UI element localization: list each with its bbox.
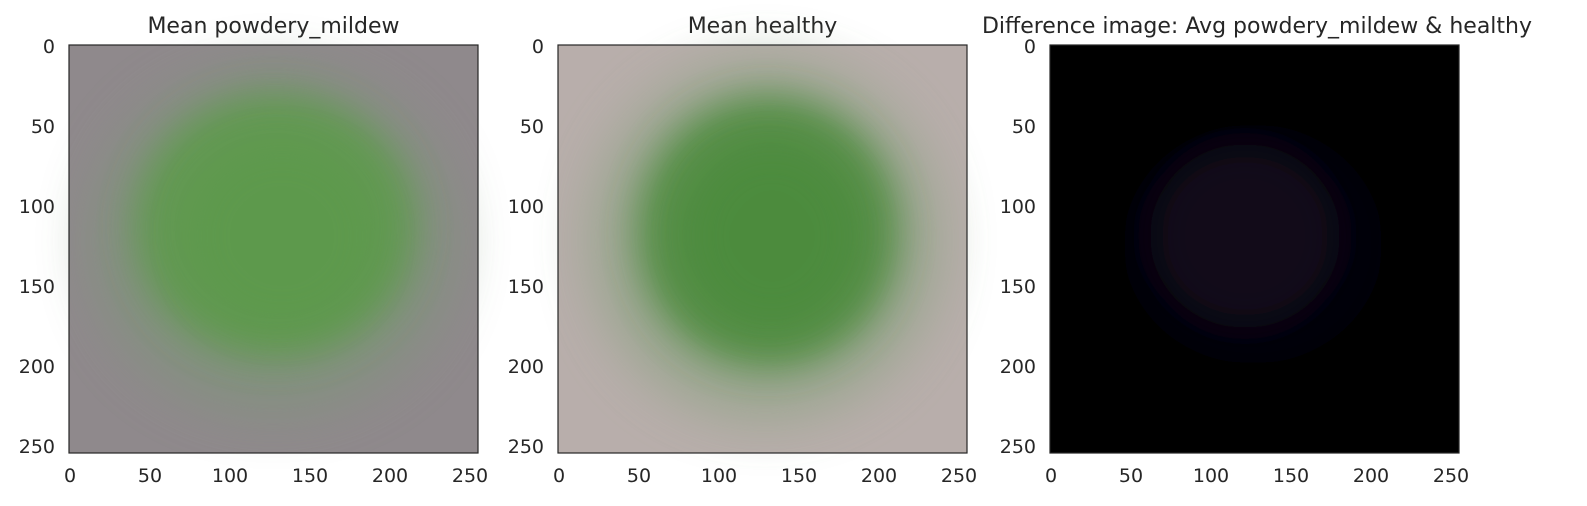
panel-2-x-tick: 150 bbox=[781, 465, 817, 487]
panel-1-y-tick: 0 bbox=[43, 36, 55, 58]
panel-1-x-ticks: 0 50 100 150 200 250 bbox=[64, 465, 488, 487]
panel-3-x-tick: 150 bbox=[1273, 465, 1309, 487]
panel-1: Mean powdery_mildew 0 50 100 150 200 250… bbox=[19, 14, 488, 487]
panel-3: Difference image: Avg powdery_mildew & h… bbox=[982, 14, 1532, 487]
panel-2-y-tick: 50 bbox=[520, 116, 544, 138]
panel-3-y-tick: 250 bbox=[1000, 436, 1036, 458]
panel-2-x-tick: 0 bbox=[553, 465, 565, 487]
panel-2-y-tick: 200 bbox=[508, 356, 544, 378]
panel-3-frame bbox=[1049, 44, 1460, 454]
panel-1-title: Mean powdery_mildew bbox=[147, 14, 399, 39]
panel-1-y-tick: 100 bbox=[19, 196, 55, 218]
panel-1-leaf-core bbox=[187, 144, 377, 328]
panel-3-x-tick: 50 bbox=[1119, 465, 1143, 487]
panel-1-y-tick: 250 bbox=[19, 436, 55, 458]
panel-2-frame bbox=[557, 44, 968, 454]
panel-3-x-tick: 200 bbox=[1353, 465, 1389, 487]
panel-3-x-ticks: 0 50 100 150 200 250 bbox=[1045, 465, 1469, 487]
panel-3-y-tick: 100 bbox=[1000, 196, 1036, 218]
panel-1-x-tick: 250 bbox=[452, 465, 488, 487]
panel-2-x-tick: 250 bbox=[941, 465, 977, 487]
panel-2-x-tick: 50 bbox=[627, 465, 651, 487]
panel-1-image bbox=[69, 45, 478, 453]
panel-1-y-tick: 200 bbox=[19, 356, 55, 378]
panel-2-leaf-core bbox=[684, 144, 860, 328]
panel-1-x-tick: 200 bbox=[372, 465, 408, 487]
panel-1-x-tick: 0 bbox=[64, 465, 76, 487]
panel-1-x-tick: 100 bbox=[212, 465, 248, 487]
panel-1-y-ticks: 0 50 100 150 200 250 bbox=[19, 36, 55, 458]
panel-3-y-ticks: 0 50 100 150 200 250 bbox=[1000, 36, 1036, 458]
panel-2: Mean healthy 0 50 100 150 200 250 0 50 1… bbox=[508, 14, 977, 487]
panel-3-leaf-inner bbox=[1150, 144, 1340, 328]
panel-3-title: Difference image: Avg powdery_mildew & h… bbox=[982, 14, 1532, 39]
panel-2-title: Mean healthy bbox=[688, 14, 838, 39]
panel-2-image bbox=[558, 45, 967, 453]
panel-2-y-tick: 0 bbox=[532, 36, 544, 58]
panel-3-y-tick: 200 bbox=[1000, 356, 1036, 378]
panel-1-frame bbox=[68, 44, 479, 454]
panel-1-y-tick: 50 bbox=[31, 116, 55, 138]
panel-1-y-tick: 150 bbox=[19, 276, 55, 298]
panel-3-x-tick: 250 bbox=[1433, 465, 1469, 487]
panel-2-y-tick: 100 bbox=[508, 196, 544, 218]
panel-1-x-tick: 150 bbox=[292, 465, 328, 487]
panel-3-x-tick: 100 bbox=[1193, 465, 1229, 487]
panel-3-image bbox=[1050, 45, 1459, 453]
panel-3-y-tick: 150 bbox=[1000, 276, 1036, 298]
panel-2-x-ticks: 0 50 100 150 200 250 bbox=[553, 465, 977, 487]
panel-2-y-ticks: 0 50 100 150 200 250 bbox=[508, 36, 544, 458]
panel-2-y-tick: 150 bbox=[508, 276, 544, 298]
panel-3-y-tick: 0 bbox=[1024, 36, 1036, 58]
panel-3-x-tick: 0 bbox=[1045, 465, 1057, 487]
panel-2-x-tick: 200 bbox=[861, 465, 897, 487]
panel-2-y-tick: 250 bbox=[508, 436, 544, 458]
panel-2-x-tick: 100 bbox=[701, 465, 737, 487]
panel-3-y-tick: 50 bbox=[1012, 116, 1036, 138]
panel-1-x-tick: 50 bbox=[138, 465, 162, 487]
